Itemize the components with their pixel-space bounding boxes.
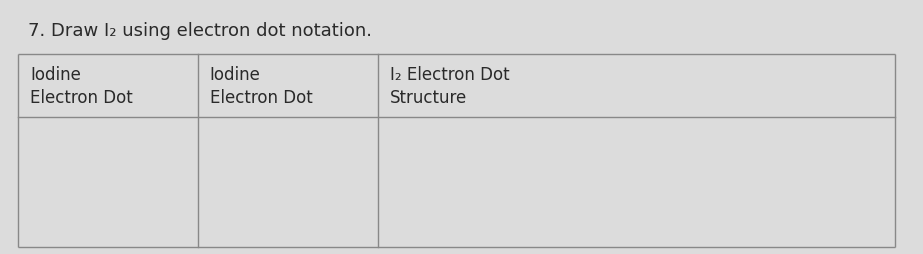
Bar xyxy=(18,55,895,247)
Text: 7. Draw I₂ using electron dot notation.: 7. Draw I₂ using electron dot notation. xyxy=(28,22,372,40)
Text: Iodine
Electron Dot: Iodine Electron Dot xyxy=(210,66,313,106)
Text: Iodine
Electron Dot: Iodine Electron Dot xyxy=(30,66,133,106)
Text: I₂ Electron Dot
Structure: I₂ Electron Dot Structure xyxy=(390,66,509,106)
